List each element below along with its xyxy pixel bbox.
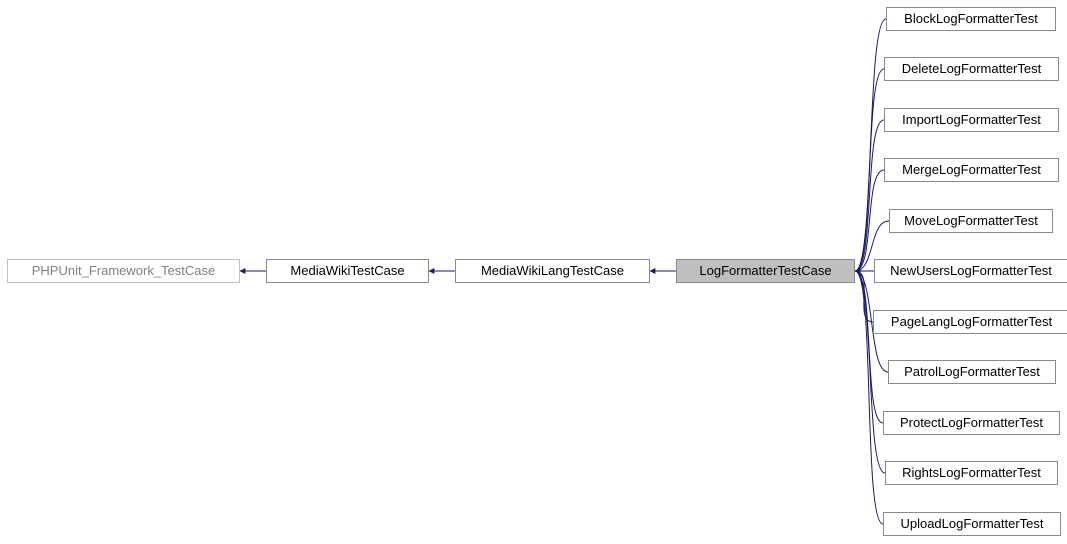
node-protect[interactable]: ProtectLogFormatterTest xyxy=(883,411,1060,435)
node-delete[interactable]: DeleteLogFormatterTest xyxy=(884,57,1059,81)
node-block[interactable]: BlockLogFormatterTest xyxy=(886,7,1056,31)
edge-merge-to-lftc xyxy=(855,170,884,271)
node-newusers[interactable]: NewUsersLogFormatterTest xyxy=(874,259,1067,283)
node-pagelang[interactable]: PageLangLogFormatterTest xyxy=(873,310,1067,334)
edge-pagelang-to-lftc xyxy=(855,271,873,322)
node-move[interactable]: MoveLogFormatterTest xyxy=(889,209,1053,233)
node-phpunit[interactable]: PHPUnit_Framework_TestCase xyxy=(7,259,240,283)
node-mwtc[interactable]: MediaWikiTestCase xyxy=(266,259,429,283)
edge-upload-to-lftc xyxy=(855,271,883,524)
node-upload[interactable]: UploadLogFormatterTest xyxy=(883,512,1061,536)
edge-block-to-lftc xyxy=(855,19,886,271)
node-mwltc[interactable]: MediaWikiLangTestCase xyxy=(455,259,650,283)
edge-rights-to-lftc xyxy=(855,271,885,473)
node-lftc[interactable]: LogFormatterTestCase xyxy=(676,259,855,283)
edge-protect-to-lftc xyxy=(855,271,883,423)
inheritance-diagram: PHPUnit_Framework_TestCase MediaWikiTestC… xyxy=(0,0,1067,544)
node-merge[interactable]: MergeLogFormatterTest xyxy=(884,158,1059,182)
edge-import-to-lftc xyxy=(855,120,884,271)
node-patrol[interactable]: PatrolLogFormatterTest xyxy=(888,360,1056,384)
node-rights[interactable]: RightsLogFormatterTest xyxy=(885,461,1058,485)
edge-delete-to-lftc xyxy=(855,69,884,271)
node-import[interactable]: ImportLogFormatterTest xyxy=(884,108,1059,132)
